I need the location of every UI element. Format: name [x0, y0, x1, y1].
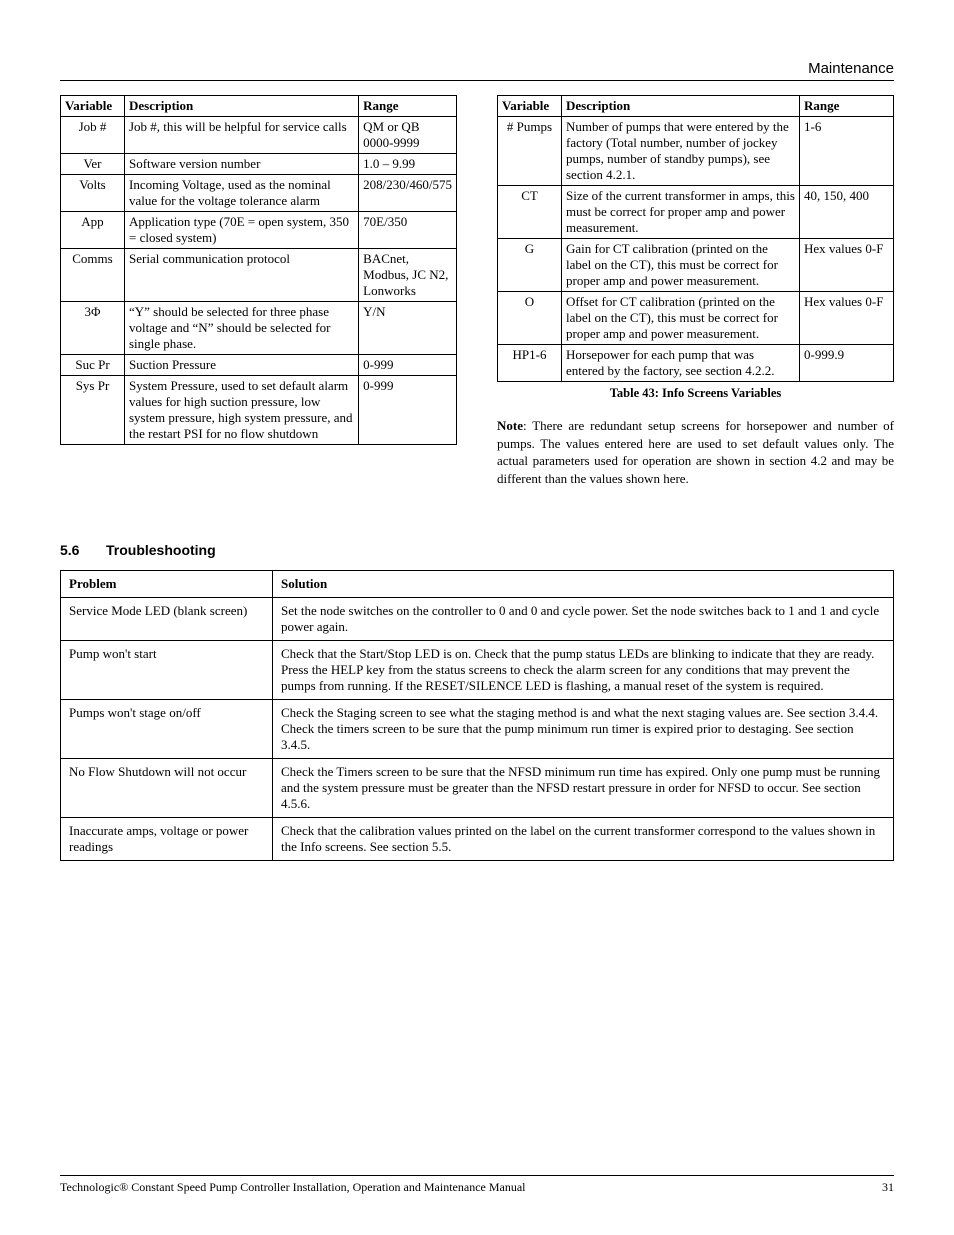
table-row: HP1-6Horsepower for each pump that was e…	[498, 345, 894, 382]
cell-variable: App	[61, 212, 125, 249]
cell-variable: CT	[498, 186, 562, 239]
cell-range: Hex values 0-F	[800, 292, 894, 345]
table-body: Service Mode LED (blank screen)Set the n…	[61, 598, 894, 861]
cell-variable: Job #	[61, 117, 125, 154]
cell-range: QM or QB 0000-9999	[359, 117, 457, 154]
troubleshooting-table: Problem Solution Service Mode LED (blank…	[60, 570, 894, 861]
section-heading: 5.6Troubleshooting	[60, 542, 894, 558]
cell-variable: 3Φ	[61, 302, 125, 355]
table-row: Pumps won't stage on/offCheck the Stagin…	[61, 700, 894, 759]
info-variables-table-left: Variable Description Range Job #Job #, t…	[60, 95, 457, 445]
note-label: Note	[497, 418, 523, 433]
col-header-description: Description	[562, 96, 800, 117]
table-row: Job #Job #, this will be helpful for ser…	[61, 117, 457, 154]
cell-variable: HP1-6	[498, 345, 562, 382]
cell-variable: Suc Pr	[61, 355, 125, 376]
cell-range: Hex values 0-F	[800, 239, 894, 292]
table-caption: Table 43: Info Screens Variables	[497, 386, 894, 401]
table-row: # PumpsNumber of pumps that were entered…	[498, 117, 894, 186]
cell-range: 1.0 – 9.99	[359, 154, 457, 175]
table-row: Sys PrSystem Pressure, used to set defau…	[61, 376, 457, 445]
table-body: Job #Job #, this will be helpful for ser…	[61, 117, 457, 445]
cell-range: 70E/350	[359, 212, 457, 249]
table-row: Pump won't startCheck that the Start/Sto…	[61, 641, 894, 700]
left-column: Variable Description Range Job #Job #, t…	[60, 95, 457, 445]
cell-description: Application type (70E = open system, 350…	[125, 212, 359, 249]
cell-variable: Comms	[61, 249, 125, 302]
header-section: Maintenance	[808, 60, 894, 77]
cell-description: Serial communication protocol	[125, 249, 359, 302]
table-row: Service Mode LED (blank screen)Set the n…	[61, 598, 894, 641]
table-header: Variable Description Range	[498, 96, 894, 117]
table-row: VerSoftware version number1.0 – 9.99	[61, 154, 457, 175]
cell-solution: Check that the Start/Stop LED is on. Che…	[273, 641, 894, 700]
page-header: Maintenance	[60, 60, 894, 81]
cell-range: BACnet, Modbus, JC N2, Lonworks	[359, 249, 457, 302]
cell-description: Offset for CT calibration (printed on th…	[562, 292, 800, 345]
note-paragraph: Note: There are redundant setup screens …	[497, 417, 894, 487]
cell-description: Horsepower for each pump that was entere…	[562, 345, 800, 382]
table-header: Problem Solution	[61, 571, 894, 598]
col-header-variable: Variable	[498, 96, 562, 117]
cell-description: Incoming Voltage, used as the nominal va…	[125, 175, 359, 212]
cell-solution: Check the Staging screen to see what the…	[273, 700, 894, 759]
cell-problem: No Flow Shutdown will not occur	[61, 759, 273, 818]
col-header-problem: Problem	[61, 571, 273, 598]
cell-range: 40, 150, 400	[800, 186, 894, 239]
cell-problem: Inaccurate amps, voltage or power readin…	[61, 818, 273, 861]
table-row: AppApplication type (70E = open system, …	[61, 212, 457, 249]
footer-manual-title: Technologic® Constant Speed Pump Control…	[60, 1180, 526, 1195]
table-row: Suc PrSuction Pressure0-999	[61, 355, 457, 376]
col-header-range: Range	[359, 96, 457, 117]
section-number: 5.6	[60, 542, 106, 558]
cell-description: Software version number	[125, 154, 359, 175]
table-row: 3Φ“Y” should be selected for three phase…	[61, 302, 457, 355]
table-row: CTSize of the current transformer in amp…	[498, 186, 894, 239]
table-row: OOffset for CT calibration (printed on t…	[498, 292, 894, 345]
two-column-layout: Variable Description Range Job #Job #, t…	[60, 95, 894, 487]
col-header-range: Range	[800, 96, 894, 117]
table-row: GGain for CT calibration (printed on the…	[498, 239, 894, 292]
section-title: Troubleshooting	[106, 542, 216, 558]
cell-problem: Service Mode LED (blank screen)	[61, 598, 273, 641]
info-variables-table-right: Variable Description Range # PumpsNumber…	[497, 95, 894, 382]
cell-variable: Volts	[61, 175, 125, 212]
cell-problem: Pump won't start	[61, 641, 273, 700]
cell-variable: # Pumps	[498, 117, 562, 186]
table-row: Inaccurate amps, voltage or power readin…	[61, 818, 894, 861]
cell-description: Job #, this will be helpful for service …	[125, 117, 359, 154]
cell-description: System Pressure, used to set default ala…	[125, 376, 359, 445]
cell-description: Suction Pressure	[125, 355, 359, 376]
cell-description: “Y” should be selected for three phase v…	[125, 302, 359, 355]
footer-page-number: 31	[882, 1180, 894, 1195]
cell-range: Y/N	[359, 302, 457, 355]
cell-range: 0-999	[359, 355, 457, 376]
cell-description: Gain for CT calibration (printed on the …	[562, 239, 800, 292]
page-footer: Technologic® Constant Speed Pump Control…	[60, 1175, 894, 1195]
cell-solution: Check that the calibration values printe…	[273, 818, 894, 861]
cell-problem: Pumps won't stage on/off	[61, 700, 273, 759]
table-row: CommsSerial communication protocolBACnet…	[61, 249, 457, 302]
cell-range: 1-6	[800, 117, 894, 186]
cell-variable: Sys Pr	[61, 376, 125, 445]
cell-range: 0-999	[359, 376, 457, 445]
cell-variable: O	[498, 292, 562, 345]
cell-variable: G	[498, 239, 562, 292]
table-row: No Flow Shutdown will not occurCheck the…	[61, 759, 894, 818]
cell-description: Number of pumps that were entered by the…	[562, 117, 800, 186]
col-header-description: Description	[125, 96, 359, 117]
note-text: : There are redundant setup screens for …	[497, 418, 894, 486]
right-column: Variable Description Range # PumpsNumber…	[497, 95, 894, 487]
table-row: VoltsIncoming Voltage, used as the nomin…	[61, 175, 457, 212]
cell-solution: Check the Timers screen to be sure that …	[273, 759, 894, 818]
cell-range: 208/230/460/575	[359, 175, 457, 212]
table-body: # PumpsNumber of pumps that were entered…	[498, 117, 894, 382]
cell-solution: Set the node switches on the controller …	[273, 598, 894, 641]
cell-description: Size of the current transformer in amps,…	[562, 186, 800, 239]
col-header-variable: Variable	[61, 96, 125, 117]
col-header-solution: Solution	[273, 571, 894, 598]
cell-range: 0-999.9	[800, 345, 894, 382]
cell-variable: Ver	[61, 154, 125, 175]
table-header: Variable Description Range	[61, 96, 457, 117]
